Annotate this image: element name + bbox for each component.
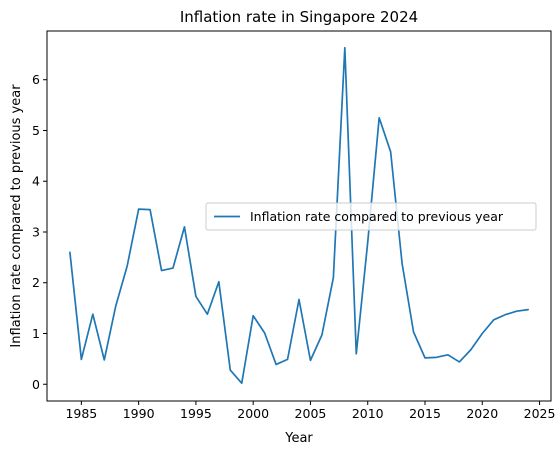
data-point (413, 331, 415, 333)
data-point (149, 209, 151, 211)
chart-title: Inflation rate in Singapore 2024 (180, 8, 418, 26)
data-point (321, 334, 323, 336)
series-line (69, 46, 529, 385)
x-tick-label: 2010 (352, 406, 384, 421)
x-tick-label: 2000 (237, 406, 269, 421)
data-point (504, 314, 506, 316)
y-tick-label: 6 (32, 72, 40, 87)
data-point (470, 349, 472, 351)
x-tick-label: 1990 (123, 406, 155, 421)
x-tick-label: 1985 (65, 406, 97, 421)
data-point (80, 358, 82, 360)
plot-frame (46, 30, 552, 402)
data-point (69, 251, 71, 253)
data-point (126, 265, 128, 267)
data-point (447, 354, 449, 356)
x-tick-label: 2025 (524, 406, 556, 421)
x-axis-label: Year (284, 431, 313, 446)
data-point (218, 281, 220, 283)
data-point (516, 310, 518, 312)
data-point (252, 315, 254, 317)
y-tick-label: 0 (32, 377, 40, 392)
y-axis-label: Inflation rate compared to previous year (9, 84, 24, 348)
data-point (332, 277, 334, 279)
y-tick-label: 5 (32, 123, 40, 138)
data-point (183, 226, 185, 228)
data-point (172, 267, 174, 269)
data-point (287, 358, 289, 360)
legend-label: Inflation rate compared to previous year (250, 209, 504, 224)
data-point (115, 305, 117, 307)
data-point (435, 356, 437, 358)
legend-box (205, 202, 537, 231)
data-point (344, 47, 346, 49)
data-point (355, 353, 357, 355)
data-point (161, 270, 163, 272)
data-point (103, 359, 105, 361)
y-tick-label: 4 (32, 174, 40, 189)
data-point (264, 332, 266, 334)
data-point (493, 319, 495, 321)
y-tick-label: 2 (32, 275, 40, 290)
data-point (229, 369, 231, 371)
data-point (367, 241, 369, 243)
x-tick-label: 2020 (466, 406, 498, 421)
data-point (390, 151, 392, 153)
data-point (195, 295, 197, 297)
data-point (401, 262, 403, 264)
data-point (481, 332, 483, 334)
data-point (298, 298, 300, 300)
data-point (138, 208, 140, 210)
data-point (378, 117, 380, 119)
data-point (424, 357, 426, 359)
x-tick-label: 1995 (180, 406, 212, 421)
legend: Inflation rate compared to previous year (205, 202, 537, 231)
y-tick-label: 3 (32, 224, 40, 239)
x-tick-label: 2015 (409, 406, 441, 421)
data-point (527, 309, 529, 311)
x-axis: 1985 1990 1995 2000 2005 2010 2015 2020 2025 (65, 401, 555, 421)
data-point (241, 382, 243, 384)
data-point (458, 361, 460, 363)
y-tick-label: 1 (32, 326, 40, 341)
data-point (206, 313, 208, 315)
data-point (309, 359, 311, 361)
data-point (92, 313, 94, 315)
data-point (275, 363, 277, 365)
x-tick-label: 2005 (295, 406, 327, 421)
y-axis: 0 1 2 3 4 5 6 (32, 72, 47, 392)
